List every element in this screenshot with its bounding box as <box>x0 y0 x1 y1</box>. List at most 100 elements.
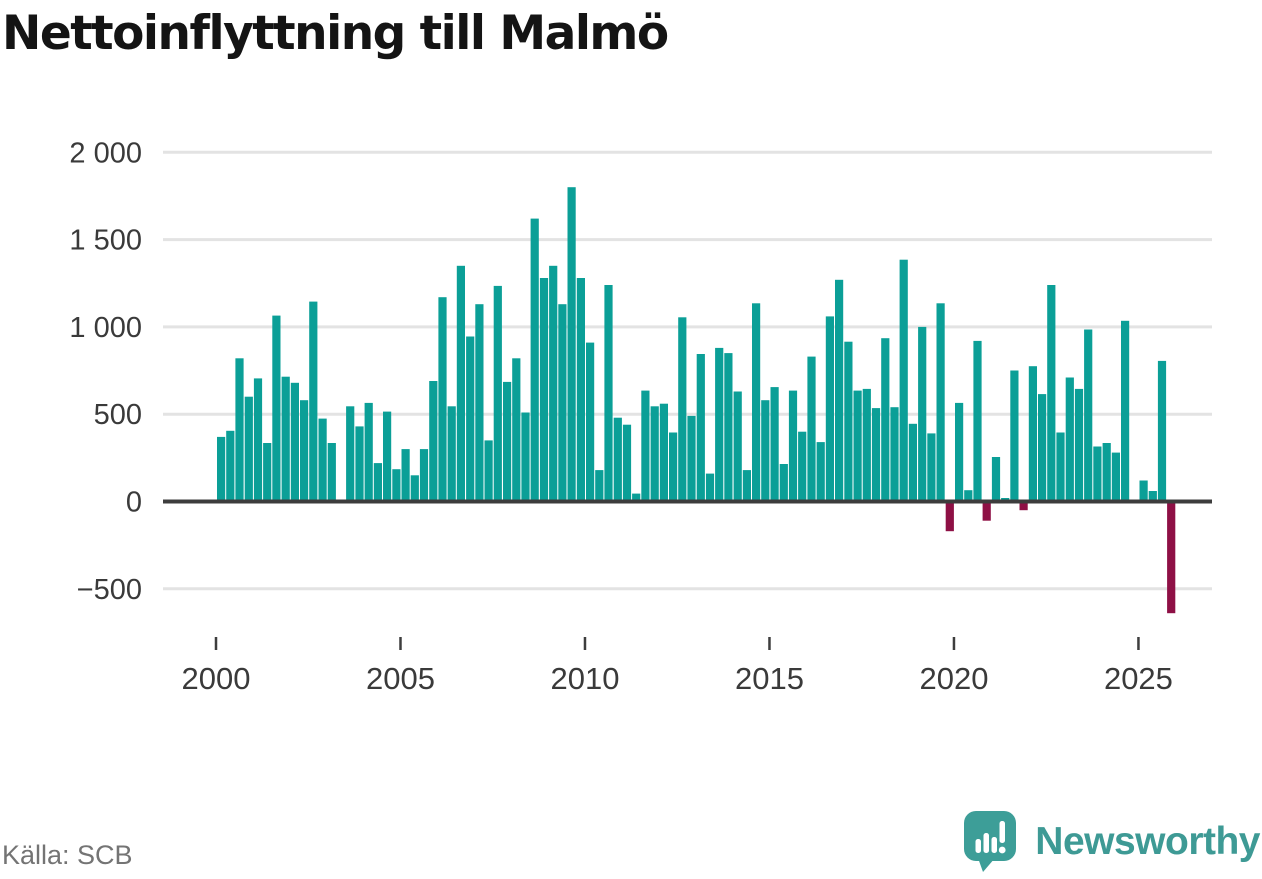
bar-2003-Q4 <box>355 426 364 502</box>
bar-2001-Q1 <box>253 378 263 502</box>
bar-2025-Q3 <box>1157 360 1167 502</box>
bar-2020-Q3 <box>973 340 982 502</box>
bar-2017-Q2 <box>853 390 862 502</box>
x-tick-label: 2010 <box>550 661 619 696</box>
bar-2001-Q4 <box>281 376 290 502</box>
bar-2001-Q3 <box>272 315 281 502</box>
bar-2007-Q1 <box>475 304 484 502</box>
bar-2008-Q1 <box>512 358 521 502</box>
x-tick-label: 2015 <box>735 661 804 696</box>
bar-2011-Q2 <box>632 493 641 502</box>
bar-2008-Q2 <box>521 412 530 502</box>
bar-2025-Q2 <box>1148 491 1157 502</box>
bar-2000-Q4 <box>244 396 253 502</box>
bar-2013-Q2 <box>705 473 715 502</box>
newsworthy-logo-icon <box>964 811 1017 872</box>
x-tick-label: 2000 <box>182 661 251 696</box>
y-tick-label: 0 <box>126 487 142 519</box>
bar-2006-Q1 <box>438 297 447 502</box>
bar-2022-Q2 <box>1038 394 1047 502</box>
bar-2018-Q4 <box>908 423 917 502</box>
bar-2003-Q1 <box>327 443 336 502</box>
bar-2010-Q4 <box>613 417 622 502</box>
bar-2006-Q3 <box>456 265 465 502</box>
bar-2009-Q2 <box>558 304 567 502</box>
bar-2007-Q3 <box>493 285 502 502</box>
bar-2018-Q1 <box>881 338 890 502</box>
y-tick-label: 2 000 <box>69 137 142 169</box>
y-tick-label: 1 000 <box>69 312 142 344</box>
bar-2000-Q3 <box>235 358 244 502</box>
bar-2012-Q2 <box>669 432 678 502</box>
bar-2023-Q1 <box>1065 377 1074 502</box>
bar-2024-Q1 <box>1102 443 1111 502</box>
bar-2002-Q2 <box>300 400 309 502</box>
bar-2012-Q1 <box>659 403 668 502</box>
bar-2023-Q4 <box>1093 446 1102 502</box>
source-note: Källa: SCB <box>2 840 133 870</box>
bar-2010-Q1 <box>586 342 595 502</box>
bar-2017-Q1 <box>844 341 853 502</box>
bar-2005-Q4 <box>429 381 438 502</box>
brand-name: Newsworthy <box>1035 819 1260 863</box>
bar-2017-Q4 <box>871 408 881 502</box>
bar-2009-Q1 <box>549 265 558 502</box>
bar-2020-Q4 <box>982 501 991 521</box>
bar-2000-Q2 <box>226 430 235 502</box>
bar-2003-Q2 <box>336 500 346 502</box>
x-tick-label: 2005 <box>366 661 435 696</box>
bar-2005-Q1 <box>401 449 410 502</box>
bar-2004-Q2 <box>373 463 382 502</box>
bar-2004-Q4 <box>392 469 401 502</box>
bar-2011-Q4 <box>650 406 659 502</box>
bar-2024-Q4 <box>1130 500 1139 502</box>
bar-2012-Q4 <box>687 415 696 502</box>
bar-2001-Q2 <box>263 443 272 502</box>
bar-2015-Q1 <box>770 387 779 502</box>
bar-2023-Q2 <box>1074 388 1084 502</box>
bar-2022-Q4 <box>1056 432 1065 502</box>
bar-2013-Q3 <box>715 347 724 502</box>
bar-2004-Q1 <box>364 402 373 502</box>
bar-2007-Q4 <box>503 381 512 502</box>
y-tick-label: −500 <box>77 574 142 606</box>
bar-2015-Q3 <box>788 390 798 502</box>
bar-2023-Q3 <box>1084 329 1093 502</box>
bar-2002-Q1 <box>290 382 299 502</box>
bar-2016-Q3 <box>825 316 834 502</box>
bar-2003-Q3 <box>346 406 355 502</box>
bar-2016-Q2 <box>816 442 825 502</box>
bar-2000-Q1 <box>217 436 226 502</box>
bar-2025-Q1 <box>1139 480 1148 502</box>
bar-2004-Q3 <box>383 411 392 502</box>
bar-2021-Q3 <box>1010 370 1019 502</box>
bar-2005-Q2 <box>410 475 419 502</box>
bar-2011-Q1 <box>622 424 632 502</box>
bar-2014-Q4 <box>761 400 770 502</box>
bar-2024-Q3 <box>1121 320 1130 502</box>
x-tick-label: 2020 <box>919 661 988 696</box>
bar-2017-Q3 <box>862 388 871 502</box>
y-tick-label: 1 500 <box>69 225 142 257</box>
bar-2020-Q2 <box>964 490 973 502</box>
bar-2021-Q1 <box>991 457 1001 502</box>
bar-2009-Q4 <box>576 278 585 502</box>
bar-2008-Q4 <box>539 278 549 502</box>
x-tick-label: 2025 <box>1104 661 1173 696</box>
bar-2021-Q4 <box>1019 501 1028 511</box>
chart-title: Nettoinflyttning till Malmö <box>2 6 669 61</box>
bar-2006-Q4 <box>466 336 475 502</box>
bar-2016-Q1 <box>807 356 816 502</box>
bar-2014-Q1 <box>733 391 742 502</box>
bar-2024-Q2 <box>1111 452 1120 502</box>
bar-2006-Q2 <box>447 406 456 502</box>
bar-2007-Q2 <box>484 440 493 502</box>
bar-2019-Q4 <box>945 501 954 532</box>
bar-2014-Q3 <box>752 303 761 502</box>
bar-2019-Q1 <box>918 326 927 502</box>
bar-2013-Q4 <box>724 353 733 502</box>
bar-2019-Q3 <box>936 303 945 502</box>
bar-2013-Q1 <box>696 354 705 502</box>
bar-2018-Q3 <box>899 259 908 502</box>
